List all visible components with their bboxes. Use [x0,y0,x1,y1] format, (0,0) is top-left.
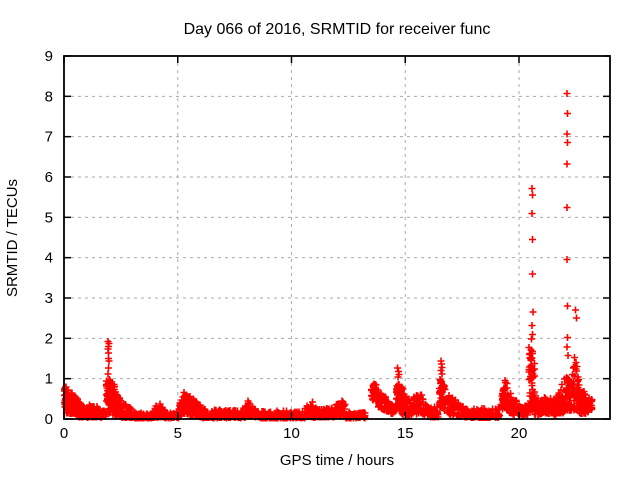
y-tick-label: 5 [45,209,53,226]
tick-labels: 0 5 10 15 20 0 1 2 3 4 5 6 7 8 9 [45,48,528,442]
plot-frame [63,55,611,420]
x-tick-label: 15 [397,425,414,442]
data-points [61,90,596,422]
y-tick-label: 4 [45,250,53,267]
grid-lines [64,56,610,419]
y-axis-label: SRMTID / TECUs [4,179,21,297]
y-tick-label: 2 [45,330,53,347]
y-tick-label: 9 [45,48,53,65]
y-tick-label: 6 [45,169,53,186]
y-tick-label: 7 [45,129,53,146]
x-tick-label: 10 [283,425,300,442]
x-tick-label: 20 [511,425,528,442]
y-tick-label: 8 [45,88,53,105]
x-axis-label: GPS time / hours [280,452,394,469]
y-tick-label: 0 [45,411,53,428]
x-tick-label: 0 [60,425,68,442]
y-tick-label: 1 [45,371,53,388]
chart-title: Day 066 of 2016, SRMTID for receiver fun… [184,21,491,38]
x-tick-label: 5 [174,425,182,442]
y-tick-label: 3 [45,290,53,307]
